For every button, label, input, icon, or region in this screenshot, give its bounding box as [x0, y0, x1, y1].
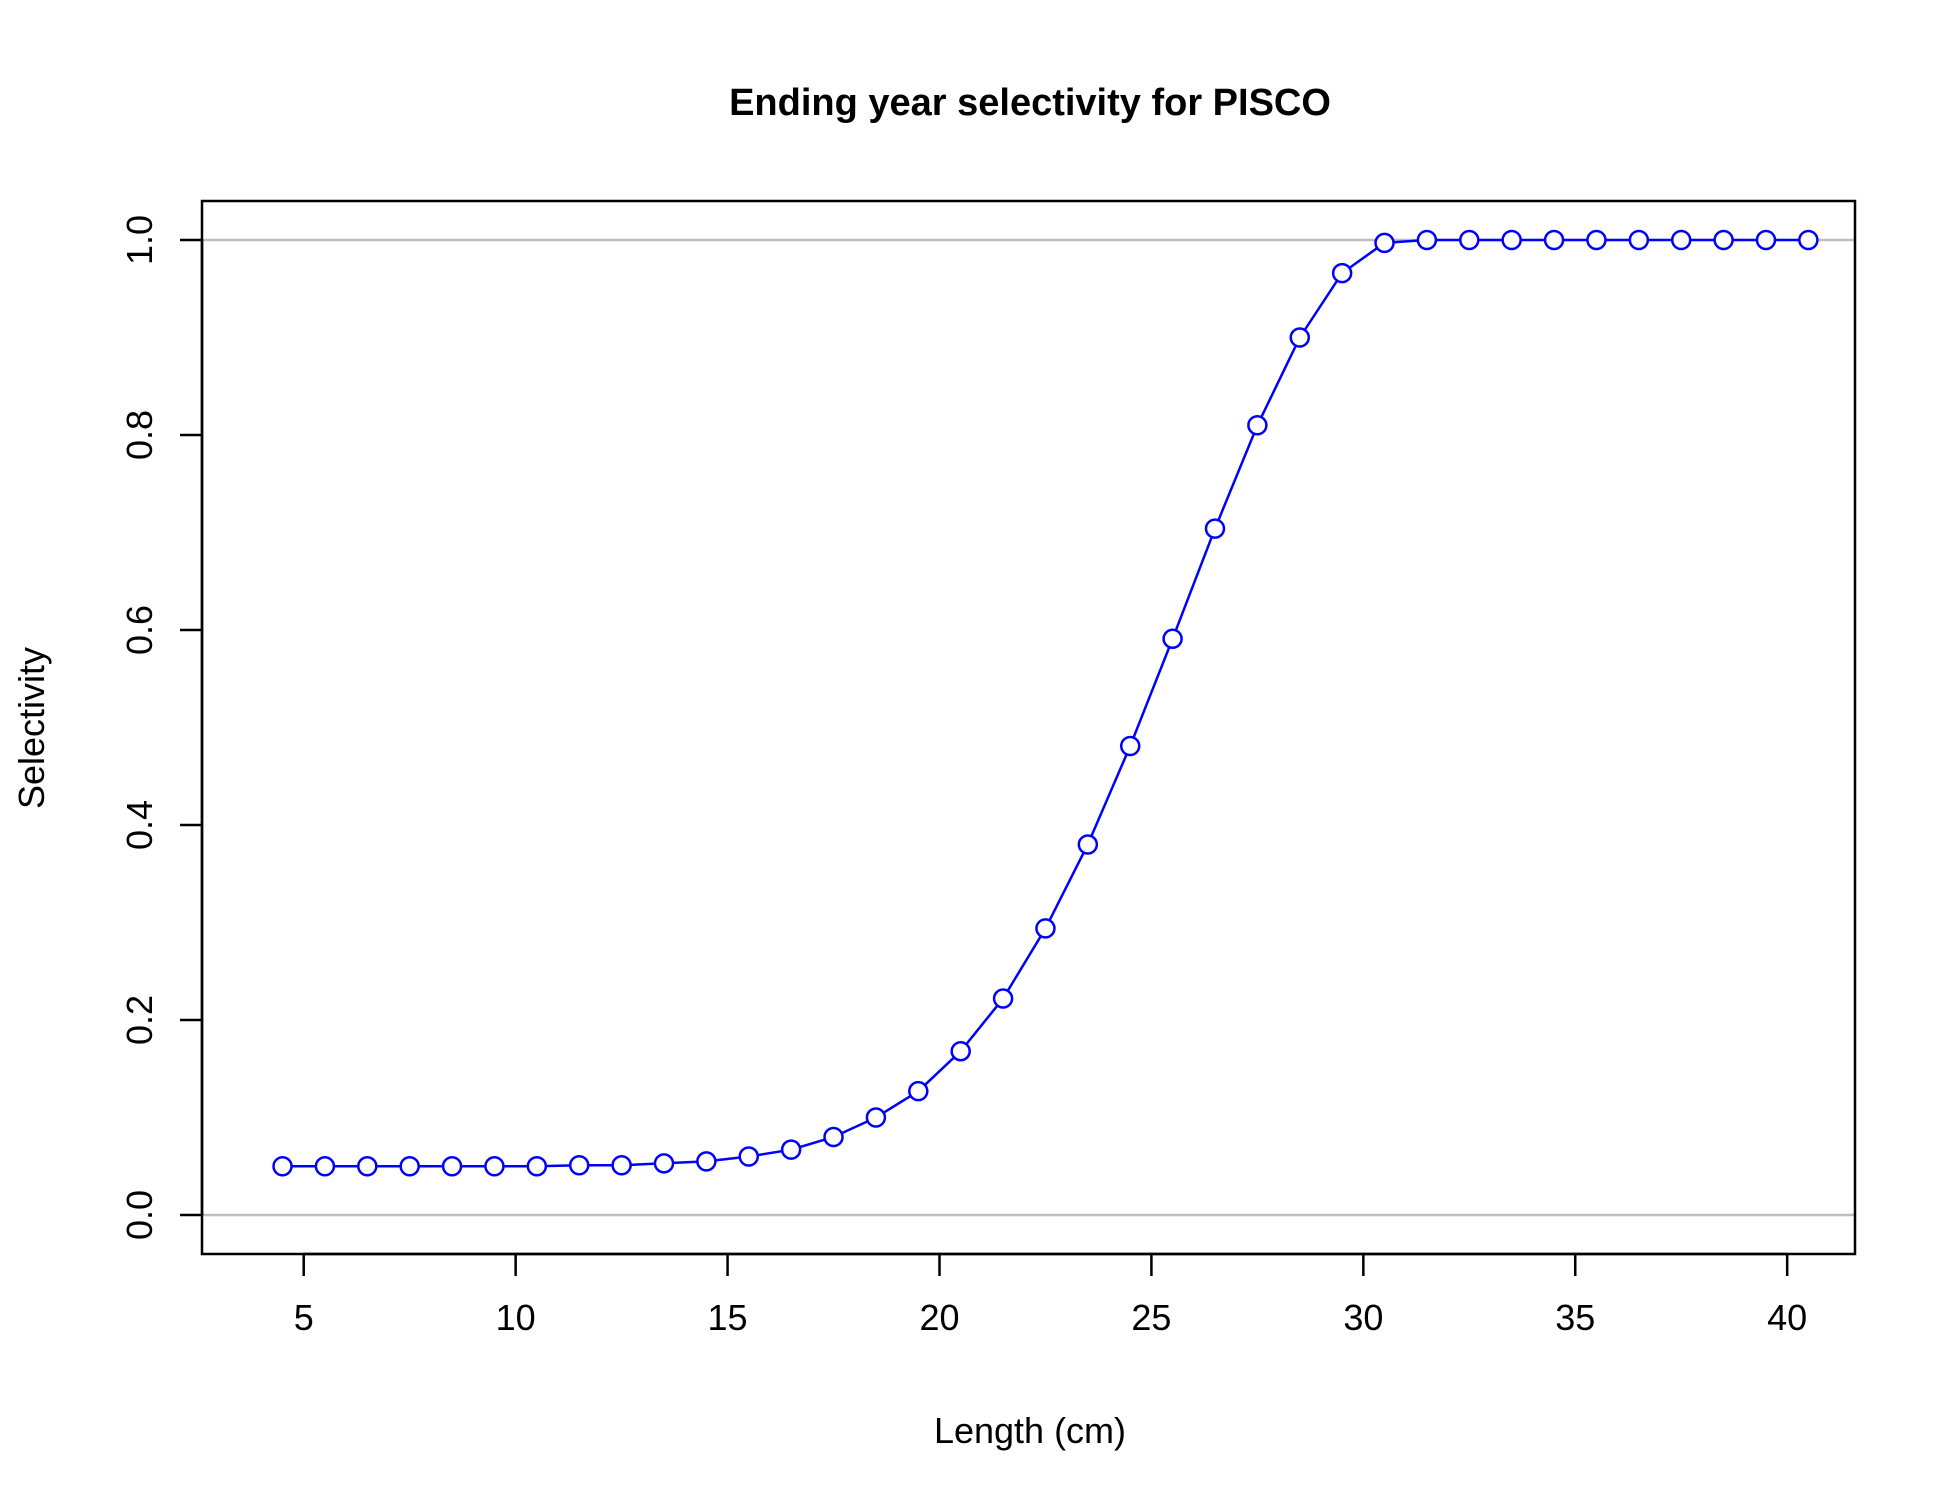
data-point: [950, 1040, 971, 1062]
data-point: [441, 1156, 463, 1177]
data-point: [1374, 232, 1395, 254]
data-point: [1755, 229, 1777, 251]
reference-lines: [202, 238, 1855, 1217]
x-tick-label: 30: [1343, 1297, 1383, 1338]
y-tick-label: 0.6: [119, 605, 160, 655]
data-point: [314, 1156, 336, 1177]
data-point: [526, 1156, 548, 1177]
x-tick-label: 40: [1767, 1297, 1807, 1338]
data-point: [1416, 229, 1438, 251]
y-axis-label: Selectivity: [11, 647, 52, 809]
x-tick-label: 15: [708, 1297, 748, 1338]
data-point: [1204, 518, 1226, 539]
data-point: [1586, 229, 1607, 251]
data-point: [696, 1151, 717, 1172]
data-point: [1162, 628, 1183, 650]
x-axis: 5 10 15 20 25 30 35 40: [294, 1252, 1807, 1338]
data-point: [1798, 229, 1819, 251]
data-point: [1713, 229, 1734, 251]
y-tick-label: 0.2: [119, 995, 160, 1045]
data-point: [357, 1156, 378, 1177]
data-point: [780, 1139, 802, 1160]
data-point: [272, 1156, 293, 1177]
data-point: [1077, 834, 1099, 855]
y-tick-label: 0.4: [119, 800, 160, 850]
chart-title: Ending year selectivity for PISCO: [729, 82, 1331, 124]
series-layer: [272, 229, 1819, 1177]
y-tick-label: 0.8: [119, 410, 160, 460]
data-point: [1247, 415, 1268, 436]
data-point: [1459, 229, 1480, 251]
x-tick-label: 10: [496, 1297, 536, 1338]
data-point: [1543, 229, 1565, 251]
data-point: [611, 1155, 632, 1176]
x-tick-label: 5: [294, 1297, 314, 1338]
plot-frame: [200, 199, 1857, 1256]
data-point: [1035, 918, 1056, 939]
data-point: [1670, 229, 1692, 251]
data-point: [484, 1156, 505, 1177]
data-point: [865, 1107, 887, 1128]
data-point: [568, 1155, 590, 1176]
data-point: [823, 1126, 844, 1148]
x-tick-label: 35: [1555, 1297, 1595, 1338]
data-point: [908, 1080, 929, 1102]
data-point: [1501, 229, 1522, 251]
data-point: [1289, 327, 1311, 348]
x-tick-label: 25: [1131, 1297, 1171, 1338]
data-point: [738, 1146, 760, 1167]
data-point: [399, 1156, 420, 1177]
x-axis-label: Length (cm): [934, 1410, 1126, 1451]
y-tick-label: 1.0: [119, 215, 160, 265]
y-tick-label: 0.0: [119, 1190, 160, 1240]
data-point: [653, 1153, 675, 1174]
data-point: [992, 988, 1014, 1009]
data-point: [1628, 229, 1650, 251]
y-axis: 0.0 0.2 0.4 0.6 0.8 1.0: [119, 215, 204, 1240]
x-tick-label: 20: [919, 1297, 959, 1338]
series-line: [282, 238, 1809, 1168]
data-point: [1331, 262, 1353, 284]
data-point: [1119, 735, 1141, 757]
